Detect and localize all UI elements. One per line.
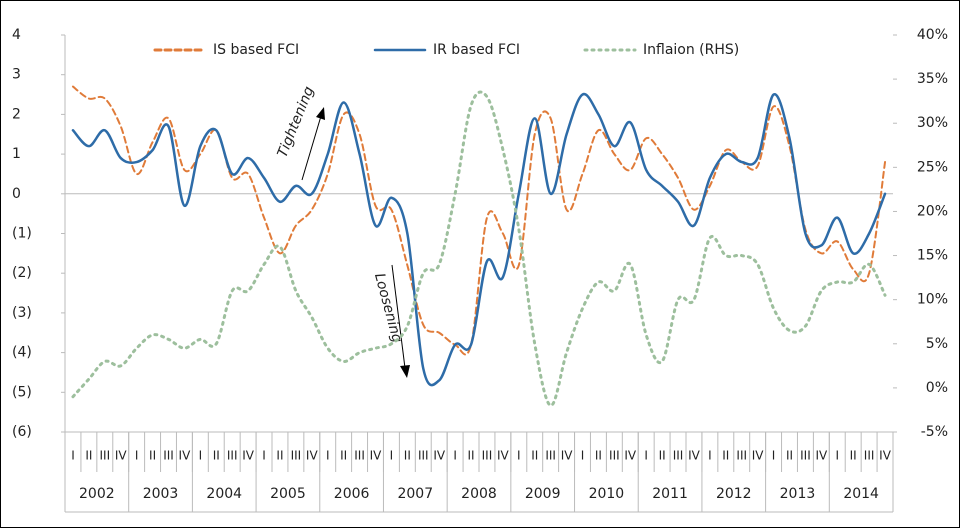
arrow-head <box>316 107 325 120</box>
x-tick-label: IV <box>561 449 574 463</box>
y2-tick-label: 10% <box>917 292 948 308</box>
x-tick-label: III <box>482 449 493 463</box>
year-label: 2005 <box>270 486 306 502</box>
x-tick-label: I <box>517 449 521 463</box>
x-tick-label: IV <box>815 449 828 463</box>
x-tick-label: III <box>545 449 556 463</box>
year-label: 2003 <box>143 486 179 502</box>
x-tick-label: IV <box>497 449 510 463</box>
y2-tick-label: 30% <box>917 115 948 131</box>
legend-label: IS based FCI <box>213 42 299 58</box>
x-tick-label: IV <box>179 449 192 463</box>
year-label: 2004 <box>206 486 242 502</box>
y-tick-label: (1) <box>12 226 32 242</box>
x-tick-label: II <box>786 449 793 463</box>
y-tick-label: (4) <box>12 345 32 361</box>
x-tick-label: II <box>85 449 92 463</box>
x-tick-label: III <box>864 449 875 463</box>
y-tick-label: 4 <box>12 27 21 43</box>
arrow <box>301 115 322 181</box>
x-tick-label: IV <box>370 449 383 463</box>
y2-tick-label: 35% <box>917 71 948 87</box>
year-label: 2008 <box>461 486 497 502</box>
x-tick-label: II <box>340 449 347 463</box>
y-tick-label: (5) <box>12 384 32 400</box>
x-tick-label: I <box>71 449 75 463</box>
x-tick-label: III <box>736 449 747 463</box>
x-tick-label: I <box>835 449 839 463</box>
legend-label: Inflaion (RHS) <box>643 42 739 58</box>
year-label: 2007 <box>397 486 433 502</box>
x-tick-label: II <box>213 449 220 463</box>
x-tick-label: IV <box>242 449 255 463</box>
x-tick-label: I <box>581 449 585 463</box>
x-tick-label: IV <box>624 449 637 463</box>
x-tick-label: II <box>531 449 538 463</box>
year-label: 2011 <box>652 486 688 502</box>
x-tick-label: II <box>404 449 411 463</box>
year-label: 2012 <box>716 486 752 502</box>
series-line <box>71 92 887 387</box>
x-tick-label: I <box>390 449 394 463</box>
x-tick-label: III <box>673 449 684 463</box>
x-tick-label: III <box>418 449 429 463</box>
x-tick-label: III <box>291 449 302 463</box>
x-tick-label: I <box>772 449 776 463</box>
x-tick-label: II <box>149 449 156 463</box>
x-tick-label: I <box>453 449 457 463</box>
year-label: 2006 <box>334 486 370 502</box>
y-tick-label: (6) <box>12 424 32 440</box>
y-tick-label: 0 <box>12 186 21 202</box>
y2-tick-label: -5% <box>921 424 948 440</box>
x-tick-label: II <box>722 449 729 463</box>
year-label: 2013 <box>780 486 816 502</box>
x-tick-label: I <box>262 449 266 463</box>
legend-label: IR based FCI <box>433 42 520 58</box>
x-tick-label: III <box>800 449 811 463</box>
y2-tick-label: 5% <box>926 336 948 352</box>
y-tick-label: 1 <box>12 146 21 162</box>
x-tick-label: IV <box>688 449 701 463</box>
x-tick-label: II <box>659 449 666 463</box>
x-tick-label: IV <box>306 449 319 463</box>
y-tick-label: 2 <box>12 106 21 122</box>
x-tick-label: IV <box>879 449 892 463</box>
x-tick-label: I <box>135 449 139 463</box>
year-label: 2010 <box>589 486 625 502</box>
x-tick-label: II <box>595 449 602 463</box>
x-tick-label: III <box>227 449 238 463</box>
y2-tick-label: 0% <box>926 380 948 396</box>
y2-tick-label: 20% <box>917 203 948 219</box>
x-tick-label: I <box>644 449 648 463</box>
year-label: 2009 <box>525 486 561 502</box>
year-label: 2002 <box>79 486 115 502</box>
y-tick-label: (3) <box>12 305 32 321</box>
x-tick-label: IV <box>115 449 128 463</box>
x-tick-label: IV <box>433 449 446 463</box>
x-tick-label: III <box>354 449 365 463</box>
x-tick-label: II <box>276 449 283 463</box>
year-label: 2014 <box>843 486 879 502</box>
x-tick-label: II <box>850 449 857 463</box>
series-line <box>71 90 887 408</box>
y2-tick-label: 40% <box>917 27 948 43</box>
arrow-head <box>400 365 410 378</box>
y-tick-label: (2) <box>12 265 32 281</box>
y2-tick-label: 15% <box>917 248 948 264</box>
y2-tick-label: 25% <box>917 159 948 175</box>
y-tick-label: 3 <box>12 67 21 83</box>
x-tick-label: I <box>326 449 330 463</box>
x-tick-label: IV <box>752 449 765 463</box>
x-tick-label: I <box>708 449 712 463</box>
x-tick-label: II <box>467 449 474 463</box>
x-tick-label: III <box>99 449 110 463</box>
x-tick-label: III <box>163 449 174 463</box>
x-tick-label: III <box>609 449 620 463</box>
x-tick-label: I <box>199 449 203 463</box>
arrow <box>391 264 406 369</box>
